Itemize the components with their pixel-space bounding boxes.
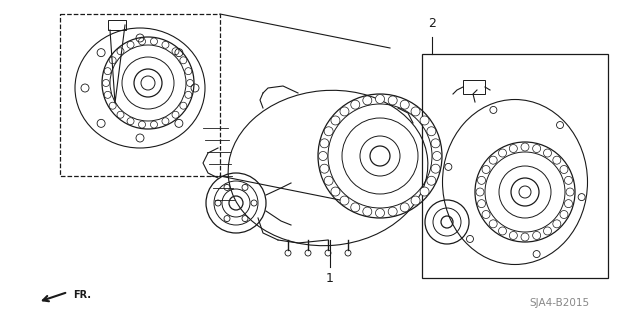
Circle shape [324, 176, 333, 185]
Bar [463, 80, 485, 94]
Circle shape [564, 176, 572, 184]
Circle shape [104, 68, 111, 75]
Circle shape [411, 196, 420, 205]
Bar [60, 14, 220, 176]
Circle shape [351, 203, 360, 212]
Circle shape [363, 207, 372, 216]
Circle shape [543, 149, 552, 157]
Circle shape [420, 116, 429, 125]
Circle shape [509, 232, 517, 240]
Circle shape [351, 100, 360, 109]
Circle shape [185, 91, 192, 98]
Circle shape [509, 145, 517, 152]
Text: 2: 2 [428, 17, 436, 30]
Circle shape [376, 209, 385, 218]
Circle shape [363, 96, 372, 105]
Circle shape [186, 79, 193, 86]
Circle shape [521, 233, 529, 241]
Circle shape [564, 200, 572, 208]
Circle shape [340, 107, 349, 116]
Circle shape [138, 38, 145, 45]
Circle shape [109, 102, 116, 109]
Circle shape [319, 152, 328, 160]
Circle shape [127, 118, 134, 125]
Circle shape [162, 41, 169, 48]
Circle shape [482, 166, 490, 174]
Circle shape [560, 166, 568, 174]
Circle shape [499, 149, 506, 157]
Circle shape [400, 203, 409, 212]
Circle shape [553, 156, 561, 164]
Circle shape [427, 127, 436, 136]
Circle shape [476, 188, 484, 196]
Circle shape [109, 57, 116, 64]
Circle shape [331, 187, 340, 196]
Circle shape [532, 145, 541, 152]
Circle shape [376, 94, 385, 103]
Circle shape [521, 143, 529, 151]
Circle shape [324, 127, 333, 136]
Bar [108, 20, 126, 30]
Circle shape [331, 116, 340, 125]
Circle shape [489, 156, 497, 164]
Circle shape [433, 152, 442, 160]
Circle shape [431, 164, 440, 173]
Circle shape [566, 188, 574, 196]
Circle shape [489, 220, 497, 228]
Text: SJA4-B2015: SJA4-B2015 [530, 298, 590, 308]
Circle shape [411, 107, 420, 116]
Circle shape [543, 227, 552, 235]
Circle shape [117, 48, 124, 55]
Circle shape [560, 211, 568, 219]
Text: 1: 1 [326, 272, 334, 285]
Circle shape [138, 121, 145, 128]
Circle shape [117, 111, 124, 118]
Circle shape [172, 111, 179, 118]
Circle shape [180, 57, 187, 64]
Circle shape [431, 139, 440, 148]
Circle shape [172, 48, 179, 55]
Circle shape [532, 232, 541, 240]
Text: FR.: FR. [73, 290, 91, 300]
Circle shape [162, 118, 169, 125]
Circle shape [400, 100, 409, 109]
Circle shape [477, 200, 486, 208]
Circle shape [499, 227, 506, 235]
Circle shape [553, 220, 561, 228]
Bar [422, 54, 608, 278]
Circle shape [180, 102, 187, 109]
Circle shape [127, 41, 134, 48]
Circle shape [150, 121, 157, 128]
Circle shape [102, 79, 109, 86]
Circle shape [388, 96, 397, 105]
Circle shape [420, 187, 429, 196]
Circle shape [482, 211, 490, 219]
Circle shape [477, 176, 486, 184]
Circle shape [320, 164, 329, 173]
Circle shape [340, 196, 349, 205]
Circle shape [427, 176, 436, 185]
Circle shape [150, 38, 157, 45]
Circle shape [388, 207, 397, 216]
Circle shape [185, 68, 192, 75]
Circle shape [320, 139, 329, 148]
Circle shape [104, 91, 111, 98]
